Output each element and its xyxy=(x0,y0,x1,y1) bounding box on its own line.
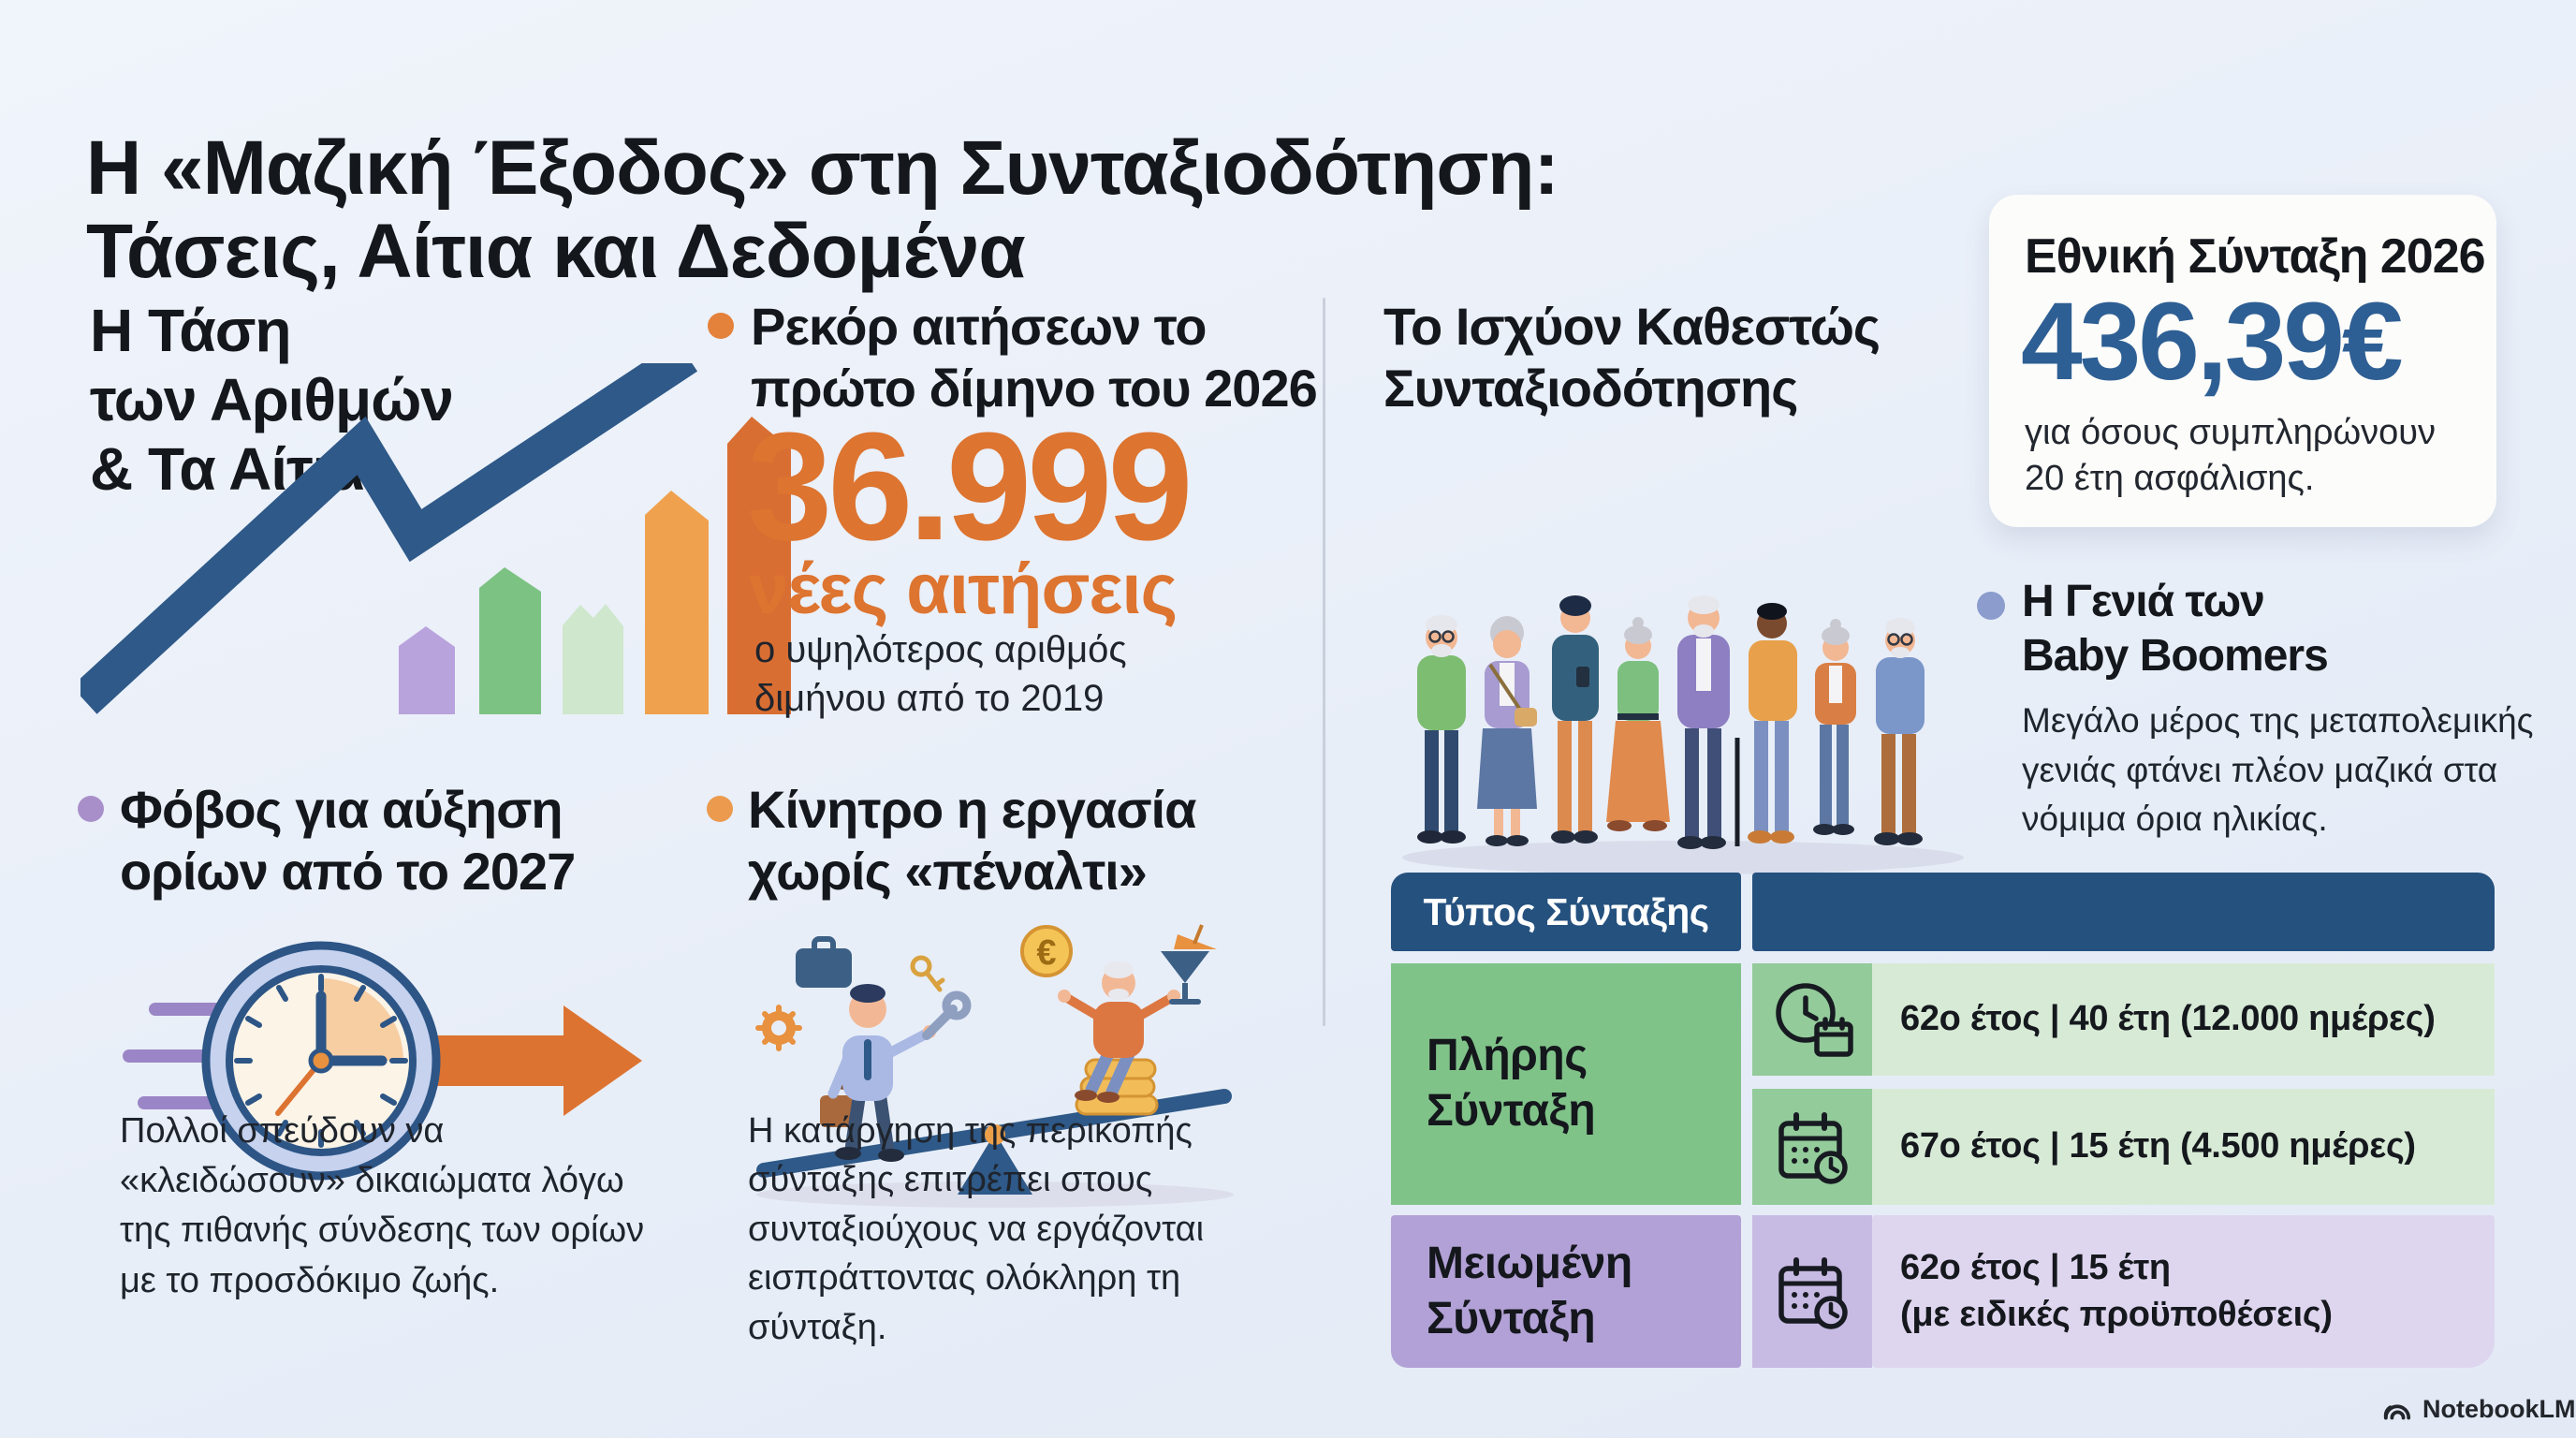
worker-figure xyxy=(820,984,972,1162)
person-purple-cardigan-cane xyxy=(1677,595,1740,849)
bar-light-green xyxy=(563,604,623,714)
table-cell-condition: 67ο έτος | 15 έτη (4.500 ημέρες) xyxy=(1872,1089,2495,1205)
trend-line-bar-chart-illustration xyxy=(80,363,791,714)
incentive-heading: Κίνητρο η εργασία χωρίς «πέναλτι» xyxy=(748,780,1197,902)
boomers-body-text: Μεγάλο μέρος της μεταπολεμικής γενιάς φτ… xyxy=(2022,701,2534,839)
bullet-incentive-icon xyxy=(707,796,733,822)
condition-text: 62ο έτος | 15 έτη (με ειδικές προϋποθέσε… xyxy=(1900,1248,2333,1334)
table-cell-condition: 62ο έτος | 40 έτη (12.000 ημέρες) xyxy=(1872,963,2495,1076)
speeding-clock-illustration xyxy=(123,941,642,1181)
keys-icon xyxy=(910,955,945,992)
fear-body-text: Πολλοί σπεύδουν να «κλειδώσουν» δικαιώμα… xyxy=(120,1111,645,1300)
person-lavender-cardigan xyxy=(1477,616,1537,846)
record-caption: ο υψηλότερος αριθμός διμήνου από το 2019 xyxy=(754,629,1127,719)
boomers-heading: Η Γενιά των Baby Boomers xyxy=(2022,577,2329,681)
table-cell-condition: 62ο έτος | 15 έτη (με ειδικές προϋποθέσε… xyxy=(1872,1215,2495,1368)
wrench-icon xyxy=(922,990,972,1040)
record-heading: Ρεκόρ αιτήσεων το πρώτο δίμηνο του 2026 xyxy=(751,297,1318,418)
condition-text: 67ο έτος | 15 έτη (4.500 ημέρες) xyxy=(1900,1126,2416,1167)
page-title: Η «Μαζική Έξοδος» στη Συνταξιοδότηση: Τά… xyxy=(86,125,1559,295)
pension-types-table: Τύπος Σύνταξης Πλήρης Σύνταξη 62ο έτος |… xyxy=(1391,873,2495,1368)
table-header-label: Τύπος Σύνταξης xyxy=(1423,889,1709,933)
shadow xyxy=(1402,841,1964,874)
vacation-cocktail-icon xyxy=(1161,924,1217,1005)
svg-text:€: € xyxy=(1036,933,1056,973)
person-orange-tshirt xyxy=(1748,603,1797,844)
bullet-boomers-icon xyxy=(1977,592,2005,620)
retirees-group-illustration xyxy=(1402,595,1964,874)
card-amount: 436,39€ xyxy=(2021,280,2404,404)
record-number-label: νέες αιτήσεις xyxy=(749,550,1178,629)
card-note: για όσους συμπληρώνουν 20 έτη ασφάλισης. xyxy=(2025,413,2437,499)
bar-green xyxy=(479,567,541,714)
bar-dark-orange xyxy=(727,417,791,714)
row-type-label: Πλήρης Σύνταξη xyxy=(1427,1031,1596,1136)
euro-coin-icon: € xyxy=(1020,925,1073,977)
person-green-top-orange-pants xyxy=(1606,617,1670,831)
card-title: Εθνική Σύνταξη 2026 xyxy=(2025,229,2486,284)
person-orange-cardigan xyxy=(1813,619,1856,835)
table-row-reduced-pension: Μειωμένη Σύνταξη xyxy=(1391,1215,1741,1368)
table-row-full-pension: Πλήρης Σύνταξη xyxy=(1391,963,1741,1205)
clock-calendar-icon xyxy=(1752,963,1872,1076)
vertical-divider xyxy=(1323,298,1325,1026)
person-blue-sweater-glasses xyxy=(1874,618,1925,845)
bar-purple xyxy=(399,626,455,714)
bar-orange xyxy=(645,491,709,714)
fulcrum-pivot xyxy=(985,1124,1005,1145)
seesaw-fulcrum xyxy=(958,1133,1032,1195)
table-header-conditions xyxy=(1752,873,2495,951)
regime-heading: Το Ισχύον Καθεστώς Συνταξιοδότησης xyxy=(1383,297,1881,418)
calendar-clock-icon xyxy=(1752,1215,1872,1368)
calendar-clock-icon xyxy=(1752,1089,1872,1205)
record-number: 36.999 xyxy=(747,401,1193,572)
notebooklm-logo-icon xyxy=(2383,1403,2411,1419)
row-type-label: Μειωμένη Σύνταξη xyxy=(1427,1238,1632,1343)
retiree-figure xyxy=(1058,961,1180,1116)
national-pension-card: Εθνική Σύνταξη 2026 436,39€ για όσους συ… xyxy=(1989,195,2496,527)
fear-heading: Φόβος για αύξηση ορίων από το 2027 xyxy=(120,780,576,902)
person-teal-shirt xyxy=(1551,595,1599,844)
incentive-body-text: Η κατάργηση της περικοπής σύνταξης επιτρ… xyxy=(748,1111,1205,1347)
person-green-sweater xyxy=(1417,615,1466,844)
work-pension-seesaw-illustration: € xyxy=(755,924,1234,1208)
briefcase-icon xyxy=(796,936,852,988)
gear-icon xyxy=(755,1005,802,1051)
condition-text: 62ο έτος | 40 έτη (12.000 ημέρες) xyxy=(1900,999,2436,1039)
table-header-type: Τύπος Σύνταξης xyxy=(1391,873,1741,951)
bullet-record-icon xyxy=(708,313,734,339)
notebooklm-watermark: NotebookLM xyxy=(2381,1395,2575,1424)
trend-line xyxy=(80,363,698,714)
arrow-right-icon xyxy=(410,1005,642,1116)
watermark-label: NotebookLM xyxy=(2422,1395,2576,1423)
trend-section-heading: Η Τάση των Αριθμών & Τα Αίτια xyxy=(90,297,454,504)
bullet-fear-icon xyxy=(78,796,104,822)
clock-icon xyxy=(201,941,441,1181)
